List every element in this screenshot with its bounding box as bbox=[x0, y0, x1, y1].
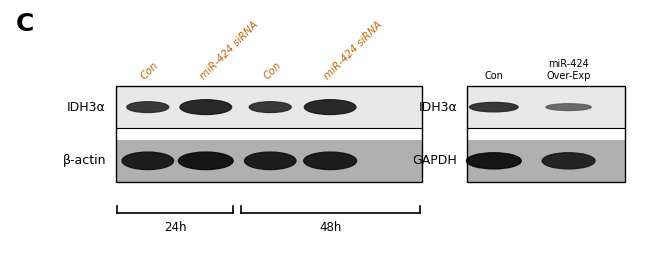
Text: 48h: 48h bbox=[320, 221, 342, 234]
Bar bbox=[467, 86, 625, 128]
Ellipse shape bbox=[304, 100, 356, 114]
Text: miR-424
Over-Exp: miR-424 Over-Exp bbox=[547, 59, 591, 81]
Ellipse shape bbox=[122, 152, 174, 170]
Bar bbox=[116, 86, 422, 128]
Text: miR-424 siRNA: miR-424 siRNA bbox=[199, 19, 261, 81]
Text: IDH3α: IDH3α bbox=[67, 101, 106, 114]
Ellipse shape bbox=[244, 152, 296, 170]
Text: C: C bbox=[16, 12, 34, 36]
Ellipse shape bbox=[250, 102, 291, 112]
Text: GAPDH: GAPDH bbox=[412, 154, 457, 167]
Bar bbox=[467, 86, 625, 182]
Bar bbox=[116, 140, 422, 182]
Ellipse shape bbox=[470, 102, 518, 112]
Text: Con: Con bbox=[484, 71, 503, 81]
Ellipse shape bbox=[542, 153, 595, 169]
Text: Con: Con bbox=[262, 60, 283, 81]
Ellipse shape bbox=[546, 104, 591, 111]
Ellipse shape bbox=[467, 153, 521, 169]
Ellipse shape bbox=[180, 100, 231, 114]
Text: miR-424 siRNA: miR-424 siRNA bbox=[322, 19, 384, 81]
Bar bbox=[116, 86, 422, 182]
Ellipse shape bbox=[304, 152, 357, 170]
Text: Con: Con bbox=[138, 60, 160, 81]
Bar bbox=[467, 140, 625, 182]
Text: 24h: 24h bbox=[164, 221, 187, 234]
Ellipse shape bbox=[178, 152, 233, 170]
Text: β-actin: β-actin bbox=[62, 154, 106, 167]
Text: IDH3α: IDH3α bbox=[419, 101, 457, 114]
Ellipse shape bbox=[127, 102, 169, 112]
